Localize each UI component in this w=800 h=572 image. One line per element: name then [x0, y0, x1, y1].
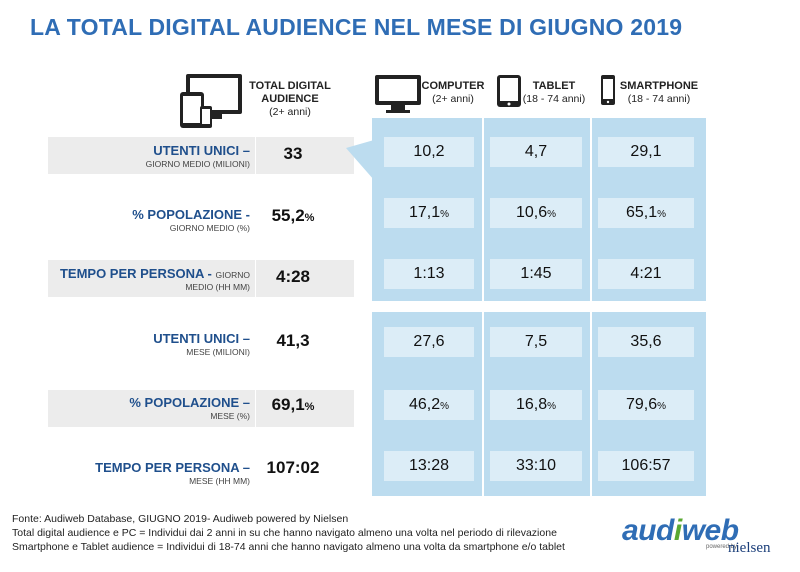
row-label-main: % POPOLAZIONE – — [129, 395, 250, 410]
tablet-value: 33:10 — [490, 451, 582, 481]
tablet-value: 4,7 — [490, 137, 582, 167]
smartphone-value: 29,1 — [598, 137, 694, 167]
header-smartphone-name: SMARTPHONE — [619, 80, 699, 92]
row-label-sub: GIORNO MEDIO (MILIONI) — [145, 159, 250, 169]
tablet-value: 1:45 — [490, 259, 582, 289]
computer-value: 13:28 — [384, 451, 474, 481]
smartphone-value: 79,6% — [598, 390, 694, 420]
row-label-main: UTENTI UNICI – — [153, 331, 250, 346]
smartphone-value: 4:21 — [598, 259, 694, 289]
header-computer-sub: (2+ anni) — [432, 93, 474, 105]
total-value: 41,3 — [276, 331, 310, 350]
header-computer: COMPUTER (2+ anni) — [420, 80, 486, 106]
column-divider — [255, 128, 256, 498]
row-label-0: UTENTI UNICI – GIORNO MEDIO (MILIONI) — [48, 140, 250, 174]
row-label-1: % POPOLAZIONE - GIORNO MEDIO (%) — [48, 204, 250, 238]
computer-value: 46,2% — [384, 390, 474, 420]
total-value: 107:02 — [266, 458, 320, 477]
header-total-name: TOTAL DIGITAL AUDIENCE — [249, 80, 331, 105]
computer-value: 1:13 — [384, 259, 474, 289]
panel-divider — [482, 118, 484, 496]
row-label-sub: MESE (HH MM) — [189, 476, 250, 486]
row-label-sub: GIORNO MEDIO (%) — [169, 223, 250, 233]
footer-source: Fonte: Audiweb Database, GIUGNO 2019- Au… — [12, 513, 349, 525]
header-total-sub: (2+ anni) — [269, 106, 311, 118]
header-total: TOTAL DIGITAL AUDIENCE (2+ anni) — [246, 80, 334, 119]
panel-divider — [590, 118, 592, 496]
computer-value: 17,1% — [384, 198, 474, 228]
footer-note: Smartphone e Tablet audience = Individui… — [12, 541, 565, 553]
tablet-icon — [497, 75, 521, 107]
total-value: 33 — [283, 144, 303, 163]
smartphone-icon — [601, 75, 615, 105]
header-smartphone: SMARTPHONE (18 - 74 anni) — [614, 80, 704, 106]
devices-icon — [180, 74, 242, 128]
row-label-main: TEMPO PER PERSONA - — [59, 266, 212, 281]
row-label-sub: MEDIO (HH MM) — [185, 282, 250, 292]
smartphone-value: 65,1% — [598, 198, 694, 228]
smartphone-value: 35,6 — [598, 327, 694, 357]
row-label-5: TEMPO PER PERSONA – MESE (HH MM) — [48, 457, 250, 491]
row-label-main: % POPOLAZIONE - — [132, 207, 250, 222]
audiweb-logo: audiweb — [622, 514, 739, 547]
row-label-main: TEMPO PER PERSONA – — [95, 460, 250, 475]
row-label-sub: MESE (%) — [210, 411, 250, 421]
chart-title: LA TOTAL DIGITAL AUDIENCE NEL MESE DI GI… — [30, 14, 683, 40]
nielsen-logo: nielsen — [728, 540, 771, 556]
header-smartphone-sub: (18 - 74 anni) — [627, 93, 691, 105]
row-label-2: TEMPO PER PERSONA - GIORNO MEDIO (HH MM) — [48, 263, 250, 297]
row-label-4: % POPOLAZIONE – MESE (%) — [48, 392, 250, 426]
total-value: 69,1% — [271, 395, 315, 414]
panel-separator — [372, 301, 706, 312]
monitor-icon — [375, 75, 421, 113]
row-label-main: UTENTI UNICI – — [153, 143, 250, 158]
smartphone-value: 106:57 — [598, 451, 694, 481]
header-computer-name: COMPUTER — [421, 80, 485, 92]
computer-value: 27,6 — [384, 327, 474, 357]
total-value: 55,2% — [271, 206, 315, 225]
header-tablet: TABLET (18 - 74 anni) — [516, 80, 592, 106]
total-value: 4:28 — [275, 267, 311, 286]
computer-value: 10,2 — [384, 137, 474, 167]
row-label-3: UTENTI UNICI – MESE (MILIONI) — [48, 328, 250, 362]
panel-pointer — [346, 140, 374, 180]
header-tablet-sub: (18 - 74 anni) — [522, 93, 586, 105]
tablet-value: 16,8% — [490, 390, 582, 420]
row-label-tail: GIORNO — [215, 270, 250, 280]
header-tablet-name: TABLET — [532, 80, 576, 92]
row-band — [48, 390, 354, 427]
tablet-value: 7,5 — [490, 327, 582, 357]
row-label-sub: MESE (MILIONI) — [186, 347, 250, 357]
row-band — [48, 137, 354, 174]
row-band — [48, 260, 354, 297]
tablet-value: 10,6% — [490, 198, 582, 228]
footer-note: Total digital audience e PC = Individui … — [12, 527, 557, 539]
powered-by-text: powered by — [706, 544, 738, 550]
